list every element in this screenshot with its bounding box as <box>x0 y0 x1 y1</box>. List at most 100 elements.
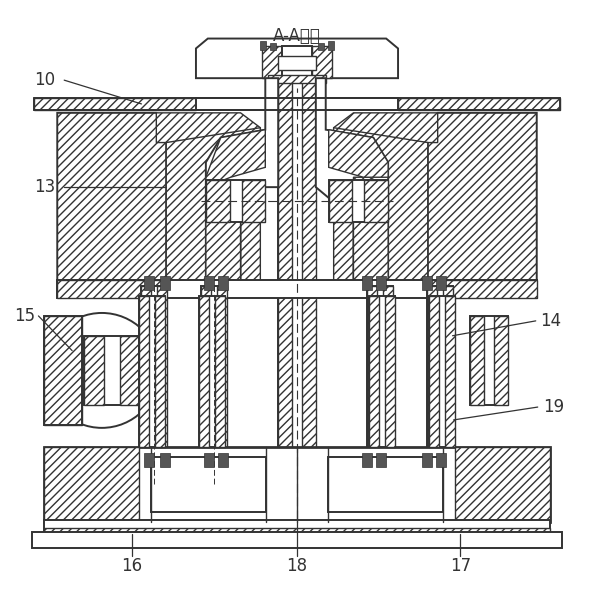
Bar <box>218 453 228 466</box>
Bar <box>33 532 561 548</box>
Bar <box>426 286 437 460</box>
Polygon shape <box>206 130 266 187</box>
Bar <box>141 286 151 460</box>
Bar <box>429 296 438 447</box>
Text: 10: 10 <box>34 71 55 89</box>
Polygon shape <box>57 113 166 282</box>
Bar <box>242 180 266 222</box>
Bar <box>454 447 549 522</box>
Bar <box>45 520 549 534</box>
Bar <box>156 296 165 447</box>
Bar <box>199 296 209 447</box>
Bar <box>302 78 316 464</box>
Bar <box>364 180 388 222</box>
Bar <box>263 46 282 78</box>
Polygon shape <box>398 98 560 110</box>
Bar <box>84 336 104 405</box>
Polygon shape <box>334 128 428 282</box>
Bar <box>201 286 227 460</box>
Bar <box>57 280 166 298</box>
Bar <box>57 280 537 298</box>
Bar <box>470 316 484 405</box>
Bar <box>362 277 372 290</box>
Bar <box>428 280 537 298</box>
Bar <box>302 458 326 466</box>
Bar <box>218 277 228 290</box>
Bar <box>312 46 331 78</box>
Bar <box>141 286 168 460</box>
Bar <box>270 43 276 51</box>
Text: 19: 19 <box>543 398 564 416</box>
Bar <box>444 296 454 447</box>
Bar <box>494 316 508 405</box>
Bar <box>367 286 377 460</box>
Bar <box>362 453 372 466</box>
Bar <box>206 180 230 222</box>
Bar <box>268 75 326 83</box>
Bar <box>217 286 227 460</box>
Bar <box>443 286 453 460</box>
Bar <box>144 453 154 466</box>
Bar <box>119 336 140 405</box>
Text: 16: 16 <box>121 557 142 575</box>
Bar <box>422 453 432 466</box>
Bar <box>84 336 140 405</box>
Bar <box>369 296 379 447</box>
Bar <box>151 456 266 512</box>
Text: 18: 18 <box>286 557 308 575</box>
Polygon shape <box>206 177 241 282</box>
Bar <box>204 277 214 290</box>
Bar <box>45 447 549 522</box>
Bar <box>385 296 395 447</box>
Bar <box>328 180 352 222</box>
Polygon shape <box>156 113 260 142</box>
Bar <box>435 453 446 466</box>
Bar <box>278 57 316 70</box>
Bar <box>278 78 316 464</box>
Bar <box>282 46 312 78</box>
Bar <box>268 458 326 466</box>
Bar <box>369 296 395 447</box>
Polygon shape <box>353 177 388 282</box>
Polygon shape <box>334 113 438 142</box>
Polygon shape <box>206 78 278 282</box>
Bar <box>318 43 324 51</box>
Bar <box>383 286 393 460</box>
Bar <box>45 447 140 522</box>
Ellipse shape <box>45 313 159 428</box>
Bar <box>206 180 266 222</box>
Bar <box>260 41 266 51</box>
Bar <box>328 41 334 51</box>
Bar <box>268 458 292 466</box>
Bar <box>160 453 170 466</box>
Polygon shape <box>34 98 196 110</box>
Text: A-A旋转: A-A旋转 <box>273 26 321 44</box>
Bar <box>367 286 393 460</box>
Bar <box>45 316 82 425</box>
Text: 15: 15 <box>14 307 35 325</box>
Bar <box>426 286 453 460</box>
Bar <box>429 296 454 447</box>
Bar <box>144 277 154 290</box>
Bar <box>328 180 388 222</box>
Bar <box>45 528 549 534</box>
Bar <box>160 277 170 290</box>
Bar <box>328 456 443 512</box>
Polygon shape <box>45 316 82 425</box>
Bar <box>199 296 225 447</box>
Polygon shape <box>196 39 398 78</box>
Bar <box>422 277 432 290</box>
Bar <box>376 453 386 466</box>
Bar <box>470 316 508 405</box>
Bar <box>157 286 168 460</box>
Bar <box>376 277 386 290</box>
Polygon shape <box>316 78 388 282</box>
Bar <box>201 286 211 460</box>
Bar <box>196 98 398 110</box>
Polygon shape <box>428 113 537 282</box>
Text: 17: 17 <box>450 557 471 575</box>
Bar <box>435 277 446 290</box>
Bar <box>278 78 292 464</box>
Polygon shape <box>166 128 260 282</box>
Bar <box>140 296 165 447</box>
